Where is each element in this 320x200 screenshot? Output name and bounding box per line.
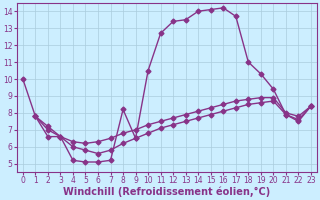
X-axis label: Windchill (Refroidissement éolien,°C): Windchill (Refroidissement éolien,°C) <box>63 187 270 197</box>
